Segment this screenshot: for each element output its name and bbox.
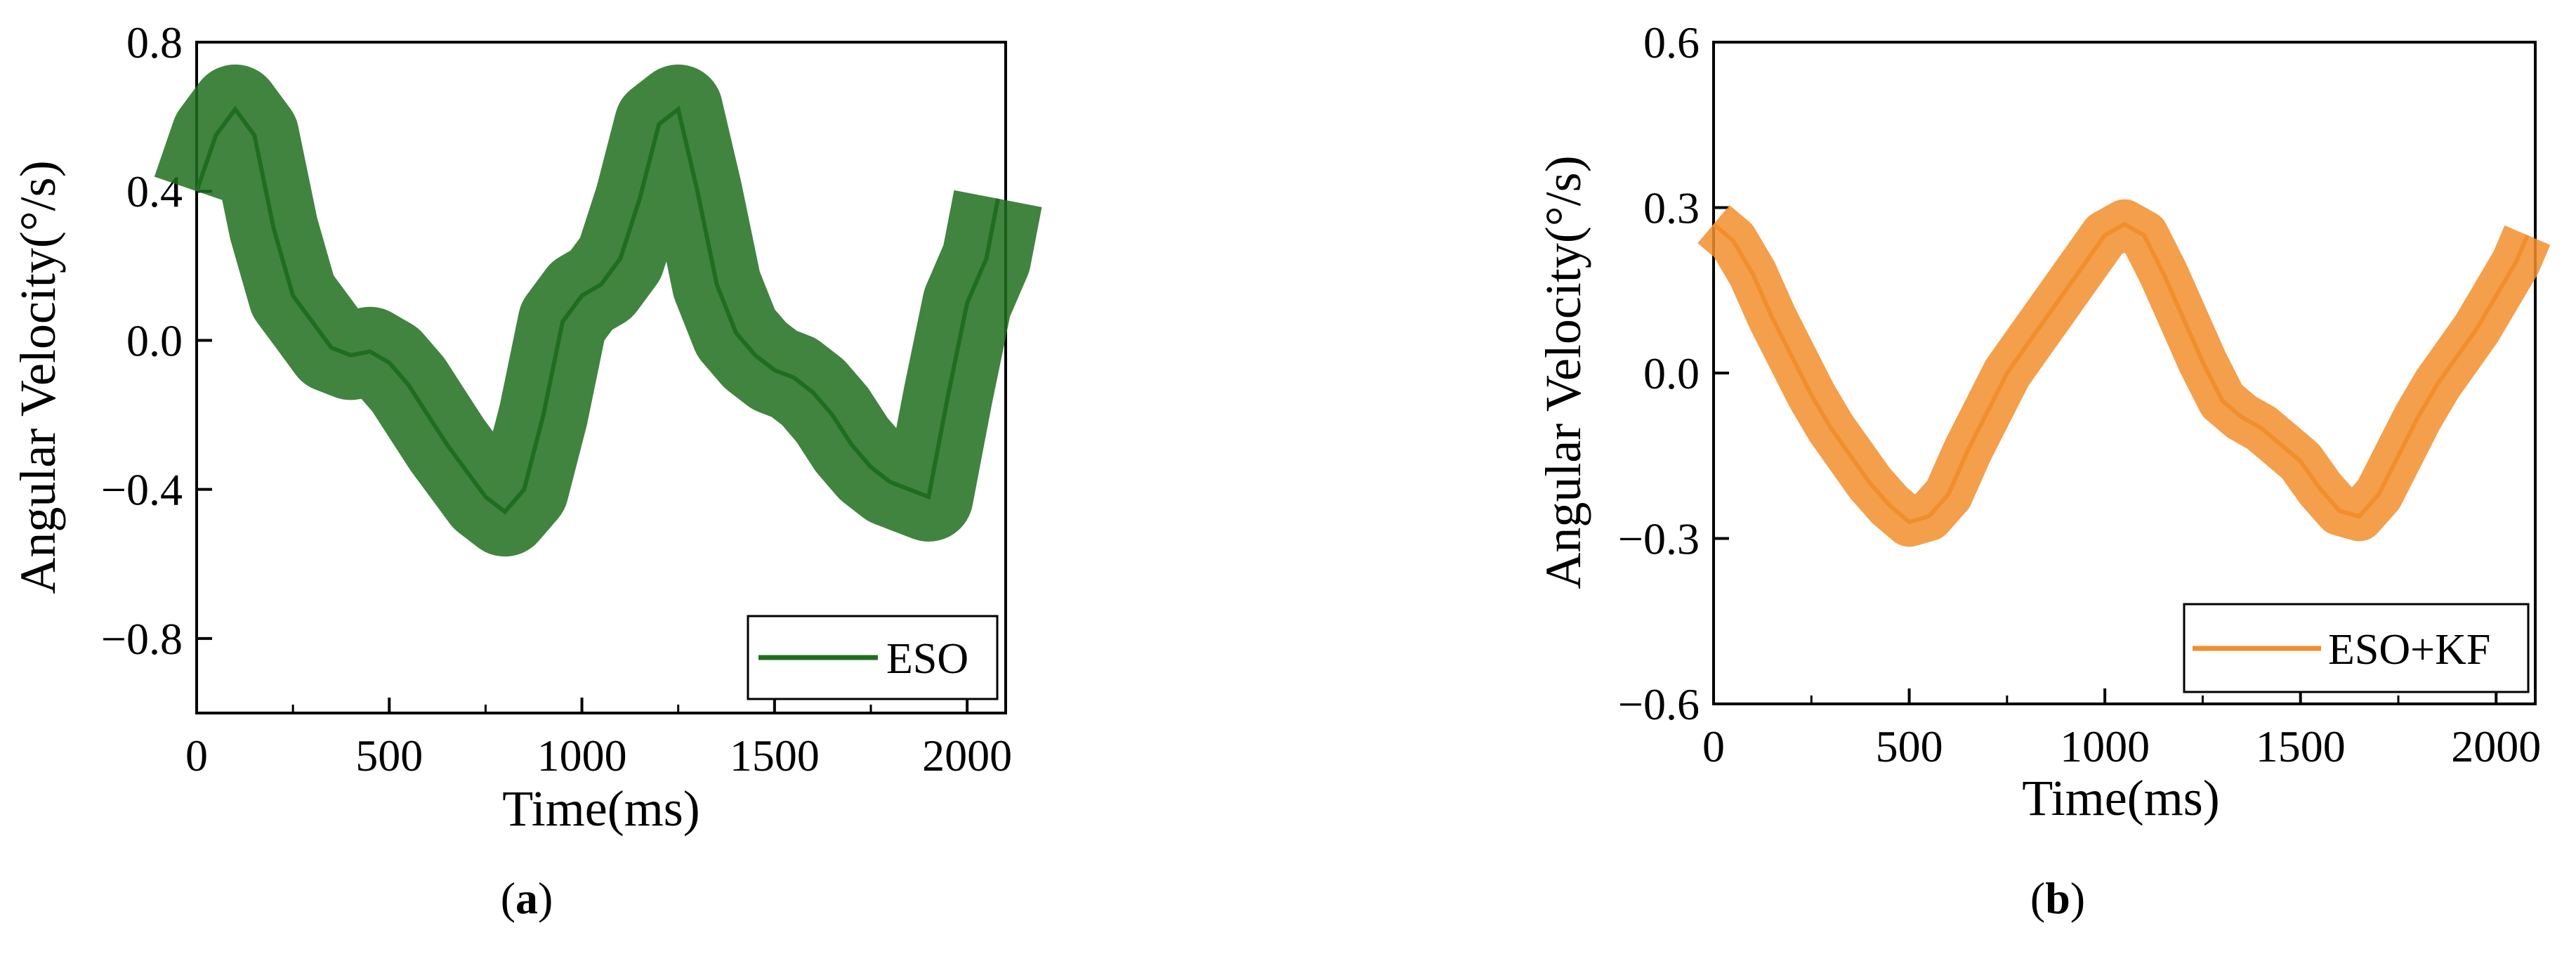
- legend-b: ESO+KF: [2183, 603, 2530, 693]
- y-tick-label: 0.0: [126, 315, 183, 365]
- x-tick-label: 0: [185, 731, 208, 780]
- y-tick-label: 0.0: [1643, 348, 1700, 398]
- x-tick-label: 500: [355, 731, 423, 780]
- x-tick-label: 1000: [537, 731, 627, 780]
- y-tick-label: 0.6: [1643, 18, 1700, 67]
- chart-panel-a: 0 500 1000 1500 2000−0.8−0.40.00.40.8 Time(m…: [10, 18, 1042, 923]
- y-tick-label: −0.3: [1618, 514, 1700, 564]
- caption-a: (a): [501, 873, 553, 923]
- x-axis-title-b: Time(ms): [2022, 770, 2219, 826]
- tick-labels-b: 0 500 1000 1500 2000 −0.6 −0.3 0.0 0.3 0.6: [1618, 18, 2541, 771]
- series-eso-line: [195, 105, 1000, 515]
- y-tick-label: 0.8: [126, 18, 183, 67]
- y-tick-label: −0.4: [101, 465, 183, 515]
- caption-b: (b): [2030, 873, 2085, 923]
- x-tick-label: 500: [1876, 721, 1943, 771]
- y-axis-title-a: Angular Velocity(°/s): [10, 160, 66, 594]
- plot-frame-a: [195, 41, 1007, 714]
- tick-labels-a: 0 500 1000 1500 2000−0.8−0.40.00.40.8: [101, 18, 1012, 780]
- legend-a: ESO: [747, 615, 999, 700]
- legend-label-eso: ESO: [886, 635, 968, 683]
- series-eso-kf-noise-band: [1697, 199, 2551, 547]
- tick-marks-b: [1712, 41, 2498, 705]
- legend-label-eso-kf: ESO+KF: [2328, 626, 2490, 674]
- x-tick-label: 2000: [2451, 721, 2541, 771]
- x-axis-title-a: Time(ms): [502, 780, 699, 837]
- caption-letter-b: b: [2045, 873, 2070, 923]
- y-axis-title-b: Angular Velocity(°/s): [1535, 155, 1591, 589]
- caption-letter-a: a: [515, 873, 538, 923]
- series-eso-kf-line: [1712, 221, 2530, 525]
- x-tick-label: 2000: [922, 731, 1012, 780]
- y-tick-label: −0.6: [1618, 679, 1700, 729]
- x-tick-label: 1000: [2060, 721, 2150, 771]
- x-tick-label: 1500: [730, 731, 820, 780]
- x-tick-label: 0: [1702, 721, 1725, 771]
- series-eso-noise-band: [154, 64, 1042, 557]
- x-tick-label: 1500: [2256, 721, 2346, 771]
- y-tick-label: 0.3: [1643, 183, 1700, 233]
- chart-panel-b: 0 500 1000 1500 2000 −0.6 −0.3 0.0 0.3 0.6 Time(m…: [1535, 18, 2551, 923]
- y-tick-label: −0.8: [101, 614, 183, 664]
